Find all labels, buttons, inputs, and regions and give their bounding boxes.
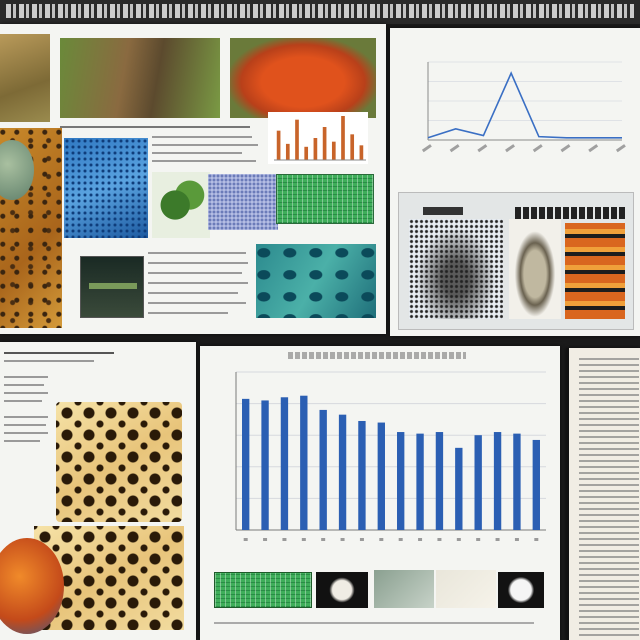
bar bbox=[341, 116, 345, 160]
bar bbox=[276, 130, 281, 160]
x-tick-mark bbox=[321, 538, 326, 541]
bar bbox=[304, 146, 309, 160]
bar bbox=[350, 134, 355, 160]
thumb-specimen-dark bbox=[316, 572, 368, 608]
text-header-bottom-left bbox=[4, 350, 124, 370]
bar bbox=[397, 432, 405, 530]
poster-bottom-right bbox=[566, 348, 640, 640]
mini-bar-chart bbox=[268, 112, 368, 164]
bar bbox=[358, 420, 366, 530]
figure-panel bbox=[398, 192, 634, 330]
bar bbox=[493, 432, 502, 530]
x-tick-mark bbox=[301, 538, 306, 541]
poster-bottom-center bbox=[200, 346, 560, 640]
bar bbox=[242, 398, 250, 530]
banner bbox=[0, 0, 640, 24]
photo-plant bbox=[152, 172, 210, 238]
x-tick-mark bbox=[495, 538, 500, 541]
thumb-green bbox=[214, 572, 312, 608]
x-tick-mark bbox=[398, 538, 403, 541]
top-chart-x-caption bbox=[490, 170, 530, 178]
photo-spotted-hand bbox=[56, 402, 182, 522]
bar bbox=[285, 143, 290, 160]
poster-bottom-left bbox=[0, 342, 196, 640]
poster-top-right bbox=[390, 28, 640, 336]
bar bbox=[416, 433, 424, 530]
bar bbox=[377, 422, 385, 530]
bar bbox=[261, 400, 269, 530]
x-tick-mark bbox=[456, 538, 461, 541]
top-chart-title bbox=[450, 42, 570, 50]
x-tick-mark bbox=[437, 538, 442, 541]
x-tick-mark bbox=[418, 538, 423, 541]
poster-top-left bbox=[0, 24, 386, 334]
figure-panel-label bbox=[423, 207, 463, 215]
x-tick-mark bbox=[534, 538, 539, 541]
thumb-white-dark bbox=[498, 572, 544, 608]
figure-panel-label-right bbox=[515, 207, 625, 219]
top-line-chart bbox=[421, 61, 626, 153]
text-column-right bbox=[579, 356, 639, 636]
photo-roots bbox=[60, 38, 220, 118]
micrograph-teal bbox=[256, 244, 376, 318]
bar bbox=[331, 141, 336, 160]
x-tick-mark bbox=[243, 538, 248, 541]
text-row-1 bbox=[60, 126, 260, 132]
micrograph-green bbox=[276, 174, 374, 224]
bar bbox=[435, 432, 444, 530]
x-tick-mark bbox=[532, 144, 543, 153]
series-line bbox=[427, 71, 622, 139]
photo-insect bbox=[509, 219, 561, 319]
text-side-column bbox=[4, 376, 50, 506]
bar bbox=[513, 433, 521, 530]
x-tick-mark bbox=[514, 538, 519, 541]
x-tick-mark bbox=[476, 538, 481, 541]
photo-tree-pattern bbox=[409, 219, 503, 319]
bar-chart-x-caption bbox=[340, 544, 420, 552]
x-tick-mark bbox=[282, 538, 287, 541]
bar bbox=[280, 397, 289, 530]
photo-orange-stripes bbox=[565, 223, 625, 319]
x-tick-mark bbox=[449, 144, 460, 153]
x-tick-mark bbox=[505, 144, 515, 153]
thumb-pale bbox=[436, 570, 496, 608]
bar-chart-title-strip bbox=[288, 352, 466, 359]
bar bbox=[313, 138, 318, 160]
x-tick-mark bbox=[560, 144, 571, 153]
footer-text bbox=[214, 618, 544, 632]
bar bbox=[319, 409, 327, 530]
text-block-lower bbox=[148, 250, 252, 326]
x-tick-mark bbox=[421, 144, 432, 153]
x-tick-mark bbox=[615, 144, 626, 153]
x-tick-mark bbox=[340, 538, 345, 541]
photo-red-tissue bbox=[230, 38, 376, 118]
bar bbox=[300, 395, 308, 530]
micrograph-blue bbox=[64, 138, 148, 238]
text-block-mid bbox=[152, 134, 262, 174]
photo-soil bbox=[0, 34, 50, 122]
micrograph-lavender bbox=[208, 174, 278, 230]
bar bbox=[322, 127, 327, 160]
bar-chart bbox=[235, 371, 546, 541]
x-tick-mark bbox=[379, 538, 384, 541]
x-tick-mark bbox=[359, 538, 364, 541]
thumb-grey-green bbox=[374, 570, 434, 608]
x-tick-mark bbox=[477, 144, 488, 153]
bar bbox=[474, 435, 482, 530]
x-tick-mark bbox=[263, 538, 268, 541]
bar bbox=[532, 439, 540, 530]
banner-text-strip bbox=[6, 4, 634, 18]
photo-green-blob bbox=[0, 140, 34, 200]
bar bbox=[359, 145, 364, 160]
photo-dark-box bbox=[80, 256, 144, 318]
bar bbox=[295, 119, 299, 160]
photo-orange-blob bbox=[0, 538, 64, 634]
bar bbox=[455, 447, 463, 530]
bar bbox=[338, 414, 347, 530]
x-tick-mark bbox=[588, 144, 599, 153]
